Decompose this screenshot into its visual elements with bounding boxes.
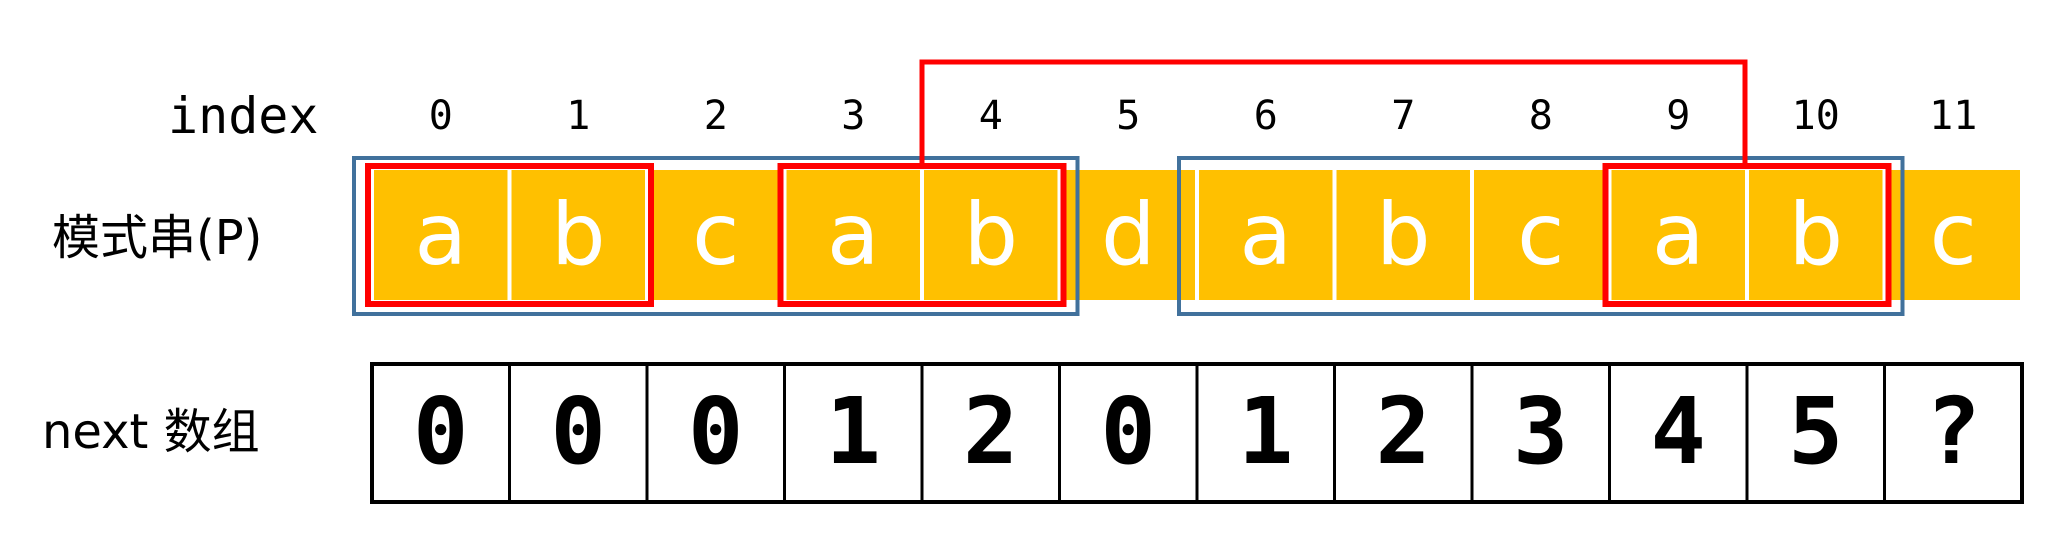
index-label-6: 6 xyxy=(1253,93,1278,139)
next-value-6: 1 xyxy=(1238,378,1294,485)
pattern-char-9: a xyxy=(1651,185,1705,285)
pattern-row-label: 模式串(P) xyxy=(52,210,263,266)
pattern-cells xyxy=(374,170,2020,300)
index-label-2: 2 xyxy=(703,93,728,139)
prefix-suffix-box-0 xyxy=(365,163,654,307)
next-value-5: 0 xyxy=(1100,378,1156,485)
pattern-cell-9 xyxy=(1611,170,1745,300)
pattern-cell-11 xyxy=(1886,170,2020,300)
index-label-7: 7 xyxy=(1391,93,1416,139)
next-value-9: 4 xyxy=(1650,378,1706,485)
matching-segment-boxes xyxy=(352,156,1905,316)
pattern-cell-3 xyxy=(786,170,920,300)
pattern-cell-0 xyxy=(374,170,508,300)
index-row-label: index xyxy=(168,87,319,145)
pattern-char-0: a xyxy=(414,185,468,285)
pattern-cell-5 xyxy=(1061,170,1195,300)
pattern-char-6: a xyxy=(1239,185,1293,285)
pattern-char-10: b xyxy=(1788,185,1844,285)
pattern-cell-8 xyxy=(1474,170,1608,300)
pattern-char-3: a xyxy=(826,185,880,285)
pattern-char-1: b xyxy=(550,185,606,285)
pattern-char-8: c xyxy=(1517,185,1565,285)
next-value-4: 2 xyxy=(963,378,1019,485)
pattern-cell-1 xyxy=(511,170,645,300)
index-label-0: 0 xyxy=(428,93,453,139)
next-value-0: 0 xyxy=(413,378,469,485)
index-label-9: 9 xyxy=(1666,93,1691,139)
segment-box-0 xyxy=(352,156,1080,316)
next-value-3: 1 xyxy=(825,378,881,485)
pattern-char-2: c xyxy=(692,185,740,285)
next-value-7: 2 xyxy=(1375,378,1431,485)
index-label-8: 8 xyxy=(1528,93,1553,139)
next-array-label: next 数组 xyxy=(42,404,260,460)
pattern-cell-2 xyxy=(649,170,783,300)
index-label-11: 11 xyxy=(1929,93,1978,139)
next-value-2: 0 xyxy=(688,378,744,485)
pattern-cell-7 xyxy=(1336,170,1470,300)
pattern-char-5: d xyxy=(1100,185,1156,285)
next-value-8: 3 xyxy=(1513,378,1569,485)
next-value-11: ? xyxy=(1925,378,1981,485)
prefix-suffix-connector xyxy=(919,59,1748,166)
index-label-3: 3 xyxy=(841,93,866,139)
pattern-char-4: b xyxy=(963,185,1019,285)
index-label-10: 10 xyxy=(1791,93,1840,139)
next-value-10: 5 xyxy=(1788,378,1844,485)
pattern-cell-6 xyxy=(1199,170,1333,300)
next-array-grid xyxy=(370,362,2024,504)
index-label-1: 1 xyxy=(566,93,591,139)
pattern-char-11: c xyxy=(1929,185,1977,285)
index-label-4: 4 xyxy=(978,93,1003,139)
segment-box-1 xyxy=(1177,156,1905,316)
pattern-cell-10 xyxy=(1749,170,1883,300)
index-label-5: 5 xyxy=(1116,93,1141,139)
pattern-char-7: b xyxy=(1375,185,1431,285)
pattern-cell-4 xyxy=(924,170,1058,300)
next-value-1: 0 xyxy=(550,378,606,485)
